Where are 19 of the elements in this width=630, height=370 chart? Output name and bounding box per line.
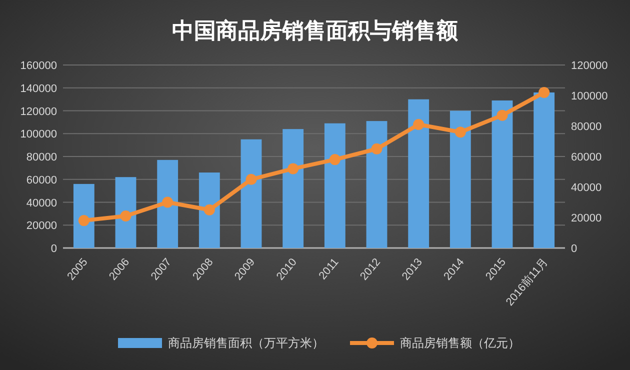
y-tick-label: 120000 (20, 106, 57, 118)
y2-tick-label: 40000 (571, 182, 602, 194)
y-tick-label: 80000 (26, 152, 57, 164)
y-tick-label: 20000 (26, 220, 57, 232)
y2-tick-label: 20000 (571, 212, 602, 224)
y-tick-label: 0 (50, 243, 57, 255)
y2-tick-label: 120000 (571, 60, 608, 72)
y2-tick-label: 100000 (571, 90, 608, 102)
legend-label: 商品房销售面积（万平方米） (168, 336, 324, 350)
chart-title: 中国商品房销售面积与销售额 (172, 18, 459, 43)
y-tick-label: 40000 (26, 197, 57, 210)
legend-label: 商品房销售额（亿元） (400, 336, 520, 350)
y-tick-label: 160000 (20, 60, 57, 72)
y2-tick-label: 60000 (571, 152, 602, 164)
y2-tick-label: 80000 (571, 121, 602, 133)
y-tick-label: 140000 (20, 82, 57, 95)
y-tick-label: 100000 (20, 128, 57, 141)
y-tick-label: 60000 (26, 174, 57, 186)
y2-tick-label: 0 (571, 243, 578, 255)
